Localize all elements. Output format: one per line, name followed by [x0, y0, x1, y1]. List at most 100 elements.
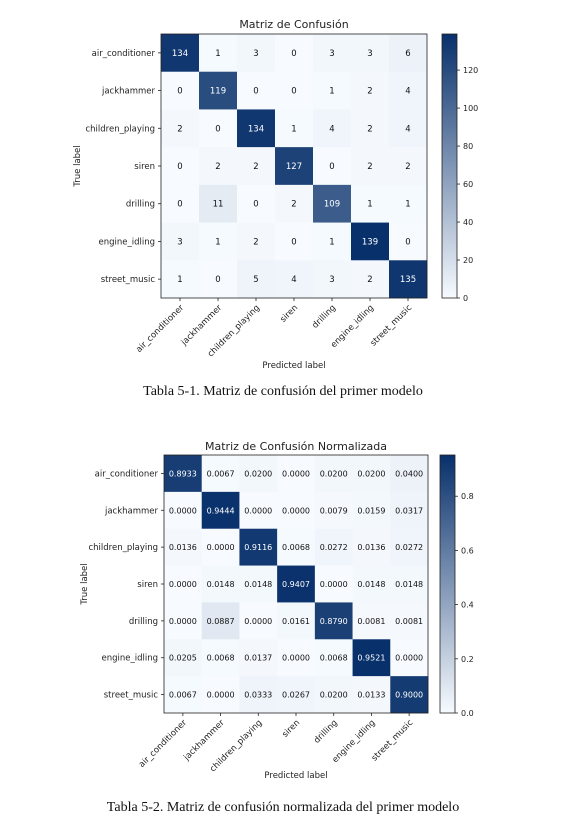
cell-value: 0.0148 — [244, 580, 272, 589]
cell-value: 0.0000 — [207, 543, 235, 552]
cell-value: 0.0137 — [244, 654, 272, 663]
cell-value: 0 — [405, 237, 410, 247]
cell-value: 3 — [177, 237, 182, 247]
cell-value: 2 — [367, 162, 372, 172]
cell-value: 0.9407 — [282, 580, 310, 589]
y-tick-label: street_music — [104, 691, 159, 701]
colorbar-tick-label: 100 — [463, 104, 478, 113]
cell-value: 0 — [177, 87, 182, 97]
y-axis-label: True label — [73, 145, 83, 187]
cell-value: 0.0079 — [320, 506, 348, 515]
cell-value: 0.0068 — [282, 543, 310, 552]
normalized-confusion-matrix-chart: Matriz de Confusión Normalizada0.8933 0.0… — [0, 430, 566, 800]
cell-value: 3 — [329, 49, 334, 59]
y-axis-label: True label — [80, 563, 90, 605]
cell-value: 0.0161 — [282, 617, 310, 626]
cell-value: 0 — [253, 87, 258, 97]
cell-value: 0 — [291, 237, 296, 247]
y-tick-label: drilling — [126, 200, 155, 210]
cell-value: 2 — [367, 275, 372, 285]
cell-value: 0.0272 — [395, 543, 423, 552]
cell-value: 0.0081 — [357, 617, 385, 626]
y-tick-label: air_conditioner — [95, 469, 159, 479]
cell-value: 0.0200 — [244, 469, 272, 478]
cell-value: 2 — [215, 162, 220, 172]
cell-value: 0.9521 — [357, 654, 385, 663]
cell-value: 0.0081 — [395, 617, 423, 626]
y-tick-label: street_music — [101, 275, 156, 285]
cell-value: 109 — [324, 200, 340, 210]
cell-value: 0.0200 — [320, 691, 348, 700]
cell-value: 135 — [400, 275, 416, 285]
y-tick-label: air_conditioner — [92, 49, 156, 59]
cell-value: 0.0000 — [282, 469, 310, 478]
colorbar-tick-label: 0.2 — [461, 655, 474, 664]
chart-title: Matriz de Confusión — [239, 18, 348, 31]
colorbar — [440, 455, 455, 713]
figure-caption-2: Tabla 5-2. Matriz de confusión normaliza… — [0, 800, 566, 816]
chart-title: Matriz de Confusión Normalizada — [205, 440, 387, 453]
cell-value: 0.0000 — [244, 506, 272, 515]
cell-value: 139 — [362, 237, 378, 247]
y-tick-label: jackhammer — [104, 506, 159, 516]
cell-value: 0.8790 — [320, 617, 348, 626]
cell-value: 0.0000 — [282, 654, 310, 663]
cell-value: 0.0068 — [320, 654, 348, 663]
cell-value: 0.0000 — [395, 654, 423, 663]
cell-value: 0 — [215, 275, 220, 285]
cell-value: 1 — [405, 200, 410, 210]
cell-value: 0 — [177, 200, 182, 210]
cell-value: 0 — [177, 162, 182, 172]
y-tick-label: children_playing — [89, 543, 159, 553]
cell-value: 0.0000 — [207, 691, 235, 700]
cell-value: 0.0000 — [169, 580, 197, 589]
colorbar-tick-label: 0 — [463, 294, 468, 303]
cell-value: 0 — [291, 49, 296, 59]
cell-value: 6 — [405, 49, 410, 59]
cell-value: 2 — [291, 200, 296, 210]
x-tick-label: siren — [280, 718, 302, 740]
cell-value: 1 — [329, 87, 334, 97]
cell-value: 2 — [253, 237, 258, 247]
cell-value: 1 — [215, 237, 220, 247]
cell-value: 4 — [405, 124, 410, 134]
x-axis-label: Predicted label — [262, 361, 325, 371]
cell-value: 134 — [248, 124, 264, 134]
heatmap-cells: 0.8933 0.0067 0.0200 0.0000 0.0200 0.0200 0.04… — [164, 455, 428, 713]
cell-value: 1 — [291, 124, 296, 134]
cell-value: 0.0067 — [169, 691, 197, 700]
cell-value: 0.0205 — [169, 654, 197, 663]
colorbar-tick-label: 0.4 — [461, 601, 474, 610]
cell-value: 2 — [177, 124, 182, 134]
cell-value: 0.0000 — [282, 506, 310, 515]
cell-value: 0.0148 — [395, 580, 423, 589]
cell-value: 3 — [367, 49, 372, 59]
figure-caption-1: Tabla 5-1. Matriz de confusión del prime… — [0, 384, 566, 400]
colorbar-tick-label: 80 — [463, 142, 473, 151]
cell-value: 0.9000 — [395, 691, 423, 700]
cell-value: 0.0000 — [244, 617, 272, 626]
cell-value: 0.0136 — [357, 543, 385, 552]
cell-value: 0.0068 — [207, 654, 235, 663]
cell-value: 0.0000 — [169, 506, 197, 515]
x-tick-label: air_conditioner — [134, 303, 186, 355]
cell-value: 5 — [253, 275, 258, 285]
cell-value: 1 — [215, 49, 220, 59]
cell-value: 4 — [329, 124, 334, 134]
y-tick-label: siren — [137, 580, 158, 590]
cell-value: 0.0159 — [357, 506, 385, 515]
cell-value: 0.0148 — [207, 580, 235, 589]
cell-value: 0.0136 — [169, 543, 197, 552]
cell-value: 2 — [367, 87, 372, 97]
cell-value: 2 — [367, 124, 372, 134]
x-tick-label: drilling — [310, 303, 338, 331]
cell-value: 0.0272 — [320, 543, 348, 552]
cell-value: 4 — [405, 87, 410, 97]
cell-value: 4 — [291, 275, 296, 285]
cell-value: 0.0000 — [169, 617, 197, 626]
cell-value: 0.0200 — [320, 469, 348, 478]
cell-value: 127 — [286, 162, 302, 172]
y-tick-label: jackhammer — [101, 87, 156, 97]
colorbar-tick-label: 0.6 — [461, 546, 474, 555]
